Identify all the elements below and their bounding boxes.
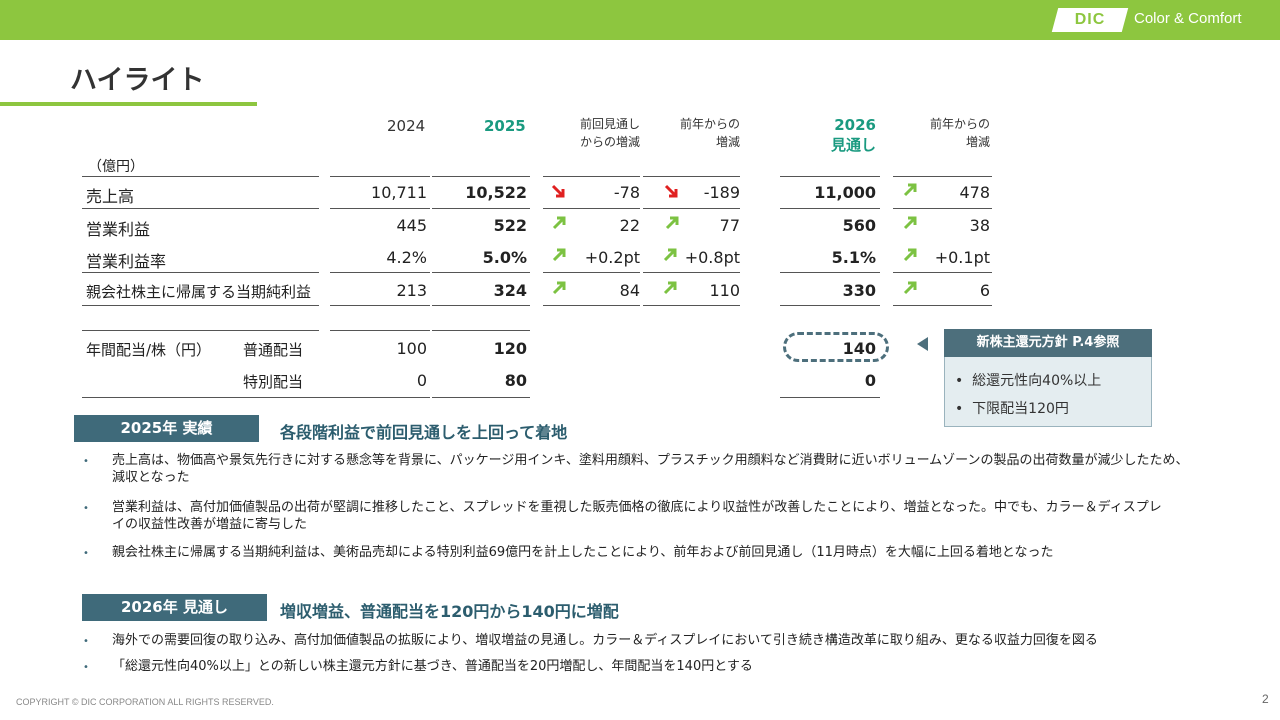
bullet-icon: •: [83, 636, 89, 647]
arrow-down-icon: [664, 184, 678, 198]
logo-text: DIC: [1074, 11, 1106, 28]
arrow-up-icon: [663, 248, 677, 262]
arrow-up-icon: [903, 216, 917, 230]
results-bullet-text: 営業利益は、高付加価値製品の出荷が堅調に推移したこと、スプレッドを重視した販売価…: [112, 500, 1162, 532]
oi-2026-yoy: 38: [969, 216, 990, 235]
ni-2025: 324: [493, 281, 527, 300]
section-label-2025-results: 2025年 実績: [74, 415, 259, 442]
col-header-vs-prev-forecast: 前回見通し からの増減: [579, 117, 640, 149]
om-2026: 5.1%: [831, 248, 876, 267]
page-title: ハイライト: [70, 65, 205, 96]
ni-yoy: 110: [709, 281, 740, 300]
ordinary-dividend-2026: 140: [842, 339, 876, 358]
oi-vs-prev: 22: [619, 216, 640, 235]
dic-logo: DIC: [1051, 8, 1129, 32]
om-yoy: +0.8pt: [684, 248, 740, 267]
callout-item: • 下限配当120円: [955, 401, 1069, 417]
sales-2024: 10,711: [371, 183, 427, 202]
bullet-icon: •: [83, 548, 89, 559]
brand-tagline: Color & Comfort: [1134, 10, 1242, 27]
ni-2026-yoy: 6: [979, 281, 990, 300]
om-vs-prev: +0.2pt: [584, 248, 640, 267]
results-bullet-text: 親会社株主に帰属する当期純利益は、美術品売却による特別利益69億円を計上したこと…: [112, 545, 1054, 560]
om-2026-yoy: +0.1pt: [934, 248, 990, 267]
special-dividend-2024: 0: [416, 371, 427, 390]
oi-2025: 522: [493, 216, 527, 235]
section-heading-2026: 増収増益、普通配当を120円から140円に増配: [280, 602, 619, 621]
special-dividend-2026: 0: [864, 371, 876, 390]
dividend-label: 年間配当/株（円）: [86, 341, 212, 359]
ordinary-dividend-label: 普通配当: [243, 341, 304, 359]
callout-item: • 総還元性向40%以上: [955, 373, 1102, 389]
arrow-up-icon: [552, 248, 566, 262]
ordinary-dividend-2025: 120: [493, 339, 527, 358]
copyright: COPYRIGHT © DIC CORPORATION ALL RIGHTS R…: [16, 697, 274, 707]
row-label-sales: 売上高: [86, 187, 135, 206]
bullet-icon: •: [83, 662, 89, 673]
arrow-down-icon: [551, 184, 565, 198]
arrow-up-icon: [552, 281, 566, 295]
row-label-net-income: 親会社株主に帰属する当期純利益: [86, 283, 312, 301]
sales-2026-yoy: 478: [959, 183, 990, 202]
ni-2026: 330: [842, 281, 876, 300]
oi-yoy: 77: [719, 216, 740, 235]
col-header-yoy: 前年からの 増減: [679, 117, 740, 149]
sales-vs-prev: -78: [613, 183, 640, 202]
dividend-2026-highlight: [783, 332, 889, 362]
arrow-up-icon: [665, 216, 679, 230]
col-header-2024: 2024: [387, 117, 426, 135]
title-underline: [0, 102, 257, 106]
bullet-icon: •: [83, 503, 89, 514]
om-2025: 5.0%: [482, 248, 527, 267]
col-header-2025: 2025: [484, 117, 526, 135]
om-2024: 4.2%: [386, 248, 427, 267]
callout-title: 新株主還元方針 P.4参照: [944, 329, 1152, 357]
arrow-up-icon: [903, 183, 917, 197]
page-number: 2: [1262, 692, 1269, 706]
col-header-yoy-2026: 前年からの 増減: [929, 117, 990, 149]
section-label-2026-forecast: 2026年 見通し: [82, 594, 267, 621]
oi-2024: 445: [396, 216, 427, 235]
col-header-2026-forecast: 2026 見通し: [830, 116, 876, 154]
arrow-up-icon: [552, 216, 566, 230]
row-label-operating-income: 営業利益: [86, 220, 151, 239]
ni-2024: 213: [396, 281, 427, 300]
arrow-up-icon: [903, 281, 917, 295]
sales-2026: 11,000: [814, 183, 876, 202]
forecast-bullet-text: 「総還元性向40%以上」との新しい株主還元方針に基づき、普通配当を20円増配し、…: [112, 659, 753, 674]
section-heading-2025: 各段階利益で前回見通しを上回って着地: [280, 423, 568, 442]
bullet-icon: •: [83, 456, 89, 467]
sales-2025: 10,522: [465, 183, 527, 202]
sales-yoy: -189: [703, 183, 740, 202]
special-dividend-label: 特別配当: [243, 373, 304, 391]
unit-label: （億円）: [88, 159, 144, 175]
results-bullet-text: 売上高は、物価高や景気先行きに対する懸念等を背景に、パッケージ用インキ、塗料用顔…: [112, 453, 1189, 485]
row-label-operating-margin: 営業利益率: [86, 252, 167, 271]
callout-pointer-icon: [917, 337, 928, 351]
oi-2026: 560: [842, 216, 876, 235]
arrow-up-icon: [663, 281, 677, 295]
ordinary-dividend-2024: 100: [396, 339, 427, 358]
forecast-bullet-text: 海外での需要回復の取り込み、高付加価値製品の拡販により、増収増益の見通し。カラー…: [112, 633, 1098, 648]
callout-body: • 総還元性向40%以上 • 下限配当120円: [944, 357, 1152, 427]
ni-vs-prev: 84: [619, 281, 640, 300]
arrow-up-icon: [903, 248, 917, 262]
special-dividend-2025: 80: [504, 371, 527, 390]
